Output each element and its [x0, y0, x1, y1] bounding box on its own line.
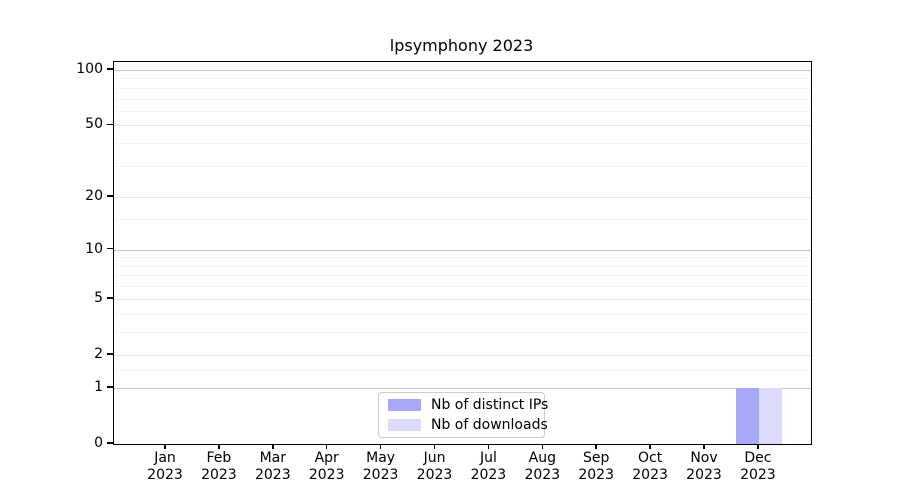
x-tick-mark	[325, 444, 328, 449]
x-tick-label-line: 2023	[416, 467, 453, 483]
gridline-minor	[114, 313, 811, 315]
y-tick-label: 10	[85, 240, 103, 257]
x-tick-label-line: Apr	[314, 450, 339, 466]
x-tick-mark	[433, 444, 436, 449]
x-tick-mark	[757, 444, 759, 449]
y-tick-mark	[107, 297, 113, 299]
bar-distinct-ips	[735, 387, 759, 444]
gridline-major	[114, 197, 811, 199]
x-tick-mark	[164, 444, 166, 449]
y-tick-mark	[107, 68, 113, 70]
x-tick-mark	[541, 444, 544, 449]
x-tick-label: May 2023	[346, 450, 416, 484]
x-tick-label-line: 2023	[740, 467, 776, 483]
x-tick-label-line: Sep	[582, 450, 610, 466]
gridline-major	[114, 298, 811, 300]
x-tick-label-line: 2023	[362, 467, 399, 483]
gridline-minor	[114, 98, 811, 100]
y-tick-mark	[107, 353, 113, 355]
gridline-major	[114, 125, 811, 127]
legend-item-downloads: Nb of downloads	[388, 417, 548, 433]
y-tick-mark	[107, 442, 113, 444]
x-tick-label: Oct 2023	[615, 450, 685, 484]
gridline-minor	[114, 87, 811, 89]
plot-area	[113, 61, 812, 445]
x-tick-label-line: 2023	[686, 467, 722, 483]
gridline-major	[114, 69, 811, 72]
x-tick-label-line: Jul	[479, 450, 497, 466]
x-tick-label-line: Oct	[637, 450, 663, 466]
gridline-major	[114, 354, 811, 356]
y-tick-label: 0	[94, 435, 103, 451]
gridline-minor	[114, 219, 811, 221]
gridline-minor	[114, 257, 811, 259]
y-tick-label: 2	[94, 345, 103, 362]
x-tick-mark	[272, 444, 274, 449]
x-tick-label-line: Feb	[206, 450, 232, 466]
y-tick-label: 100	[76, 60, 103, 77]
x-tick-label-line: Mar	[259, 450, 286, 466]
legend-swatch-downloads-icon	[388, 419, 421, 431]
gridline-minor	[114, 110, 811, 112]
gridline-minor	[114, 143, 811, 144]
x-tick-mark	[379, 444, 382, 449]
x-tick-label: Sep 2023	[561, 450, 631, 484]
x-tick-label-line: 2023	[201, 467, 237, 483]
x-tick-mark	[218, 444, 220, 449]
gridline-minor	[114, 369, 811, 371]
y-tick-label: 5	[94, 289, 103, 306]
y-tick-mark	[107, 123, 113, 126]
gridline-minor	[114, 78, 811, 80]
x-tick-mark	[595, 444, 597, 449]
x-tick-label: Aug 2023	[507, 450, 577, 484]
x-tick-label: Nov 2023	[669, 450, 739, 484]
gridline-minor	[114, 165, 811, 167]
x-tick-label-line: Aug	[528, 450, 556, 466]
x-tick-label-line: Jun	[423, 450, 446, 466]
gridline-major	[114, 387, 811, 390]
legend-item-distinct-ips: Nb of distinct IPs	[388, 397, 548, 413]
x-tick-label-line: 2023	[254, 467, 291, 483]
x-tick-label: Jan 2023	[130, 450, 200, 484]
gridline-minor	[114, 265, 811, 267]
legend-label-distinct-ips: Nb of distinct IPs	[431, 397, 549, 413]
y-tick-mark	[107, 195, 113, 197]
x-tick-label-line: 2023	[578, 467, 614, 483]
y-tick-label: 20	[85, 188, 103, 205]
x-tick-label: Feb 2023	[184, 450, 254, 484]
x-tick-label-line: May	[366, 450, 396, 466]
x-tick-label: Dec 2023	[723, 450, 793, 484]
gridline-minor	[114, 275, 811, 277]
chart-title: lpsymphony 2023	[389, 36, 534, 55]
legend-label-downloads: Nb of downloads	[431, 417, 548, 433]
x-tick-mark	[649, 444, 651, 449]
x-tick-label: Jun 2023	[400, 450, 470, 484]
x-tick-mark	[487, 444, 490, 449]
x-tick-label-line: 2023	[147, 467, 183, 483]
x-tick-mark	[703, 444, 705, 449]
y-tick-label: 50	[85, 116, 103, 133]
gridline-minor	[114, 331, 811, 333]
x-tick-label-line: 2023	[470, 467, 507, 483]
legend-swatch-distinct-ips-icon	[388, 399, 421, 411]
y-tick-mark	[107, 247, 113, 250]
bar-downloads	[758, 387, 782, 444]
x-tick-label: Jul 2023	[453, 450, 523, 484]
x-tick-label: Mar 2023	[238, 450, 308, 484]
x-tick-label-line: Dec	[744, 450, 772, 466]
x-tick-label-line: 2023	[632, 467, 668, 483]
gridline-major	[114, 249, 811, 252]
x-tick-label-line: 2023	[308, 467, 345, 483]
x-tick-label-line: Nov	[690, 450, 718, 466]
legend: Nb of distinct IPs Nb of downloads	[378, 392, 548, 438]
y-tick-label: 1	[94, 378, 103, 395]
x-tick-label-line: Jan	[154, 450, 176, 466]
x-tick-label: Apr 2023	[292, 450, 362, 484]
gridline-minor	[114, 286, 811, 288]
y-tick-mark	[107, 386, 113, 388]
x-tick-label-line: 2023	[524, 467, 561, 483]
